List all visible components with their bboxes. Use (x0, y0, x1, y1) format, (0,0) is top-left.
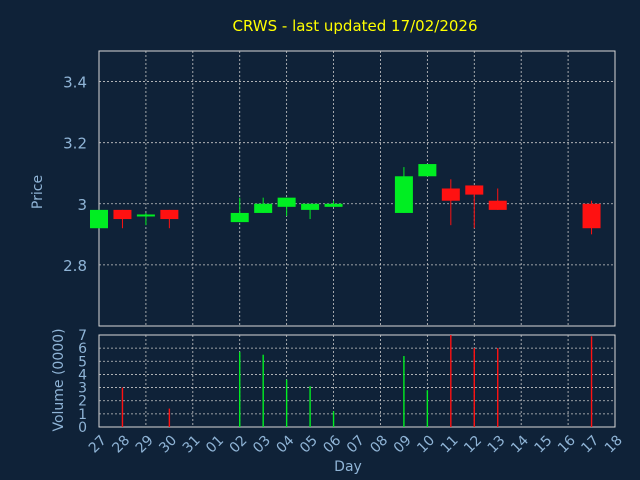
x-axis-label: Day (334, 459, 362, 475)
price-panel: 2.8 3 3.2 3.4 Price (30, 50, 616, 327)
volume-bar-series (121, 335, 593, 427)
volume-axis-label: Volume (0000) (51, 328, 67, 431)
candle-body-up (90, 209, 108, 229)
volume-y-tick-label: 4 (78, 367, 87, 383)
volume-y-tick-label: 0 (78, 420, 87, 436)
price-axis-label: Price (30, 175, 46, 209)
candle-body-down (582, 203, 601, 229)
candle-body-down (160, 209, 179, 220)
candlestick-series (90, 164, 601, 235)
day-x-ticks: 27 28 29 30 31 01 02 03 04 05 06 07 08 09 10 11 12 13 14 15… (86, 432, 626, 456)
candle-body-up (394, 176, 413, 213)
volume-y-tick-label: 1 (78, 407, 87, 423)
price-y-tick-label: 3.2 (63, 135, 87, 153)
volume-y-tick-label: 6 (78, 341, 87, 357)
candle-body-up (136, 214, 155, 217)
candle-body-down (441, 188, 460, 201)
price-y-tick-label: 3.4 (63, 74, 87, 92)
candle-body-down (488, 200, 507, 210)
candle-body-down (465, 185, 484, 195)
chart-title: CRWS - last updated 17/02/2026 (232, 17, 477, 35)
price-y-tick-label: 2.8 (63, 257, 87, 275)
candle-body-down (113, 209, 132, 220)
price-y-tick-label: 3 (77, 196, 87, 214)
volume-y-tick-label: 2 (78, 394, 87, 410)
candle-body-up (277, 197, 296, 207)
candle-body-up (301, 203, 320, 210)
volume-y-tick-label: 7 (78, 328, 87, 344)
volume-gridlines (99, 335, 615, 427)
price-plot-frame (98, 50, 616, 327)
price-gridlines (99, 51, 615, 326)
volume-y-tick-label: 3 (78, 381, 87, 397)
volume-plot-frame (98, 334, 616, 428)
price-y-ticks: 2.8 3 3.2 3.4 (63, 74, 87, 275)
candle-body-up (324, 203, 343, 207)
volume-y-tick-label: 5 (78, 354, 87, 370)
candle-body-up (418, 164, 437, 177)
candle-body-up (230, 212, 249, 223)
candle-body-up (254, 203, 273, 213)
